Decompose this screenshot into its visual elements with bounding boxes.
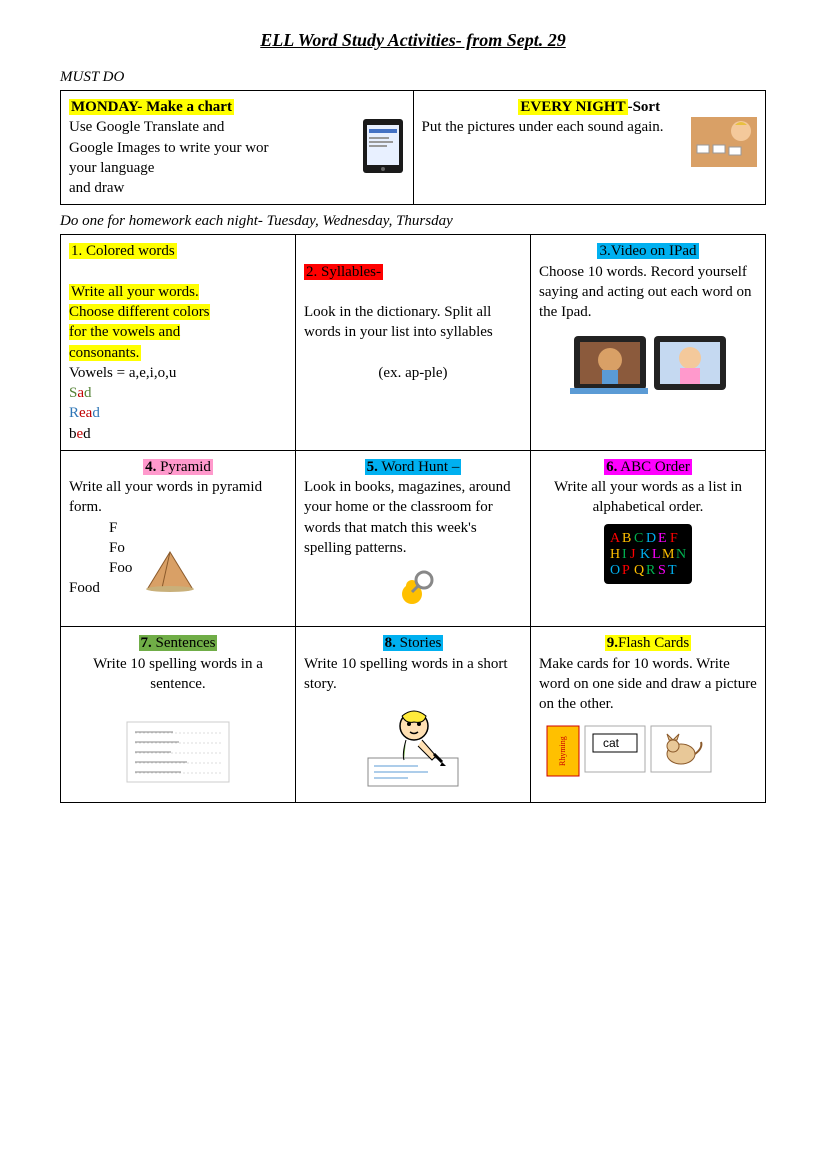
abc-icon: ABCDEF HIJKLMN OPQRST <box>539 524 757 590</box>
svg-text:F: F <box>670 531 678 546</box>
activity-cell-5: 5. Word Hunt – Look in books, magazines,… <box>296 450 531 627</box>
flashcard-label: cat <box>603 736 620 750</box>
svg-text:H: H <box>610 547 620 562</box>
svg-text:M: M <box>662 547 675 562</box>
activity-5-body: Look in books, magazines, around your ho… <box>304 477 522 558</box>
svg-text:O: O <box>610 563 620 578</box>
svg-text:R: R <box>646 563 656 578</box>
homework-heading: Do one for homework each night- Tuesday,… <box>60 213 766 230</box>
svg-text:D: D <box>646 531 656 546</box>
activity-6-title: 6. ABC Order <box>604 459 692 475</box>
activity-3-title: 3.Video on IPad <box>597 243 698 259</box>
pyramid-icon <box>142 548 198 598</box>
activity-4-body: Write all your words in pyramid form. <box>69 477 287 518</box>
svg-text:Q: Q <box>634 563 644 578</box>
mustdo-table: MONDAY- Make a chart Use Google Translat… <box>60 90 766 205</box>
monday-cell: MONDAY- Make a chart Use Google Translat… <box>61 91 414 205</box>
activity-cell-1: 1. Colored words Write all your words.Ch… <box>61 235 296 451</box>
activity-8-title: 8. Stories <box>383 635 444 651</box>
svg-text:E: E <box>658 531 667 546</box>
activity-cell-9: 9.Flash Cards Make cards for 10 words. W… <box>531 627 766 803</box>
activity-4-title: 4. Pyramid <box>143 459 213 475</box>
svg-text:P: P <box>622 563 630 578</box>
ipad-video-icon <box>539 328 757 404</box>
tablet-icon <box>361 117 405 198</box>
activity-6-body: Write all your words as a list in alphab… <box>539 477 757 518</box>
activity-9-title: 9.Flash Cards <box>605 635 692 651</box>
svg-text:C: C <box>634 531 643 546</box>
everynight-suffix: -Sort <box>628 99 661 115</box>
everynight-body: Put the pictures under each sound again. <box>422 117 692 173</box>
activity-5-title: 5. Word Hunt – <box>365 459 462 475</box>
svg-text:I: I <box>622 547 627 562</box>
svg-text:L: L <box>652 547 661 562</box>
activity-cell-7: 7. Sentences Write 10 spelling words in … <box>61 627 296 803</box>
svg-text:S: S <box>658 563 666 578</box>
activity-1-title: 1. Colored words <box>69 243 177 259</box>
monday-heading: MONDAY- Make a chart <box>69 99 234 115</box>
sort-photo-icon <box>691 117 757 173</box>
monday-body: Use Google Translate andGoogle Images to… <box>69 117 361 198</box>
activity-2-title: 2. Syllables- <box>304 264 383 280</box>
activity-2-example: (ex. ap-ple) <box>304 363 522 383</box>
mustdo-heading: MUST DO <box>60 69 766 86</box>
activity-9-body: Make cards for 10 words. Write word on o… <box>539 654 757 715</box>
svg-text:A: A <box>610 531 621 546</box>
activity-cell-6: 6. ABC Order Write all your words as a l… <box>531 450 766 627</box>
activity-2-body: Look in the dictionary. Split all words … <box>304 302 522 343</box>
page-title: ELL Word Study Activities- from Sept. 29 <box>60 30 766 51</box>
writing-icon <box>304 700 522 796</box>
everynight-cell: EVERY NIGHT-Sort Put the pictures under … <box>413 91 766 205</box>
flashcard-icon: Rhyming cat <box>545 720 757 786</box>
everynight-heading: EVERY NIGHT <box>518 99 627 115</box>
activity-1-body: Write all your words.Choose different co… <box>69 282 287 444</box>
activity-7-body: Write 10 spelling words in a sentence. <box>69 654 287 695</box>
svg-text:T: T <box>668 563 677 578</box>
activity-4-pyramid: F Fo Foo Food <box>109 518 132 599</box>
activities-table: 1. Colored words Write all your words.Ch… <box>60 234 766 803</box>
activity-cell-4: 4. Pyramid Write all your words in pyram… <box>61 450 296 627</box>
activity-7-title: 7. Sentences <box>139 635 218 651</box>
svg-text:J: J <box>630 547 636 562</box>
svg-text:Rhyming: Rhyming <box>558 736 567 766</box>
svg-text:N: N <box>676 547 686 562</box>
svg-text:B: B <box>622 531 631 546</box>
activity-cell-3: 3.Video on IPad Choose 10 words. Record … <box>531 235 766 451</box>
activity-cell-8: 8. Stories Write 10 spelling words in a … <box>296 627 531 803</box>
activity-cell-2: 2. Syllables- Look in the dictionary. Sp… <box>296 235 531 451</box>
search-icon <box>304 564 522 620</box>
activity-8-body: Write 10 spelling words in a short story… <box>304 654 522 695</box>
svg-text:K: K <box>640 547 650 562</box>
sentences-icon <box>69 720 287 790</box>
activity-3-body: Choose 10 words. Record yourself saying … <box>539 262 757 323</box>
